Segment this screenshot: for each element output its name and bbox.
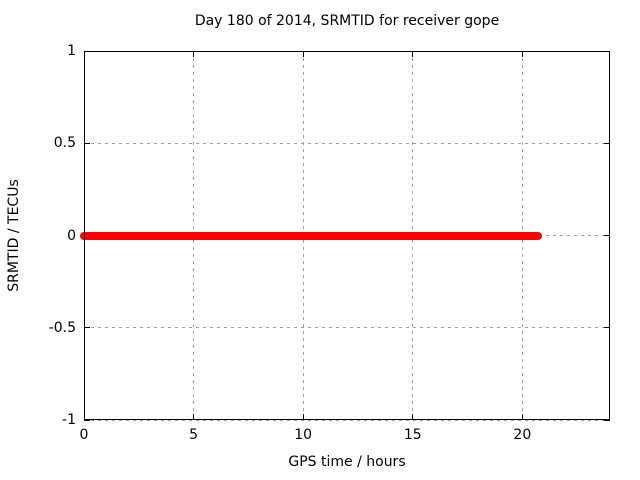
x-tick-label: 20 (513, 427, 532, 443)
x-tick-label: 0 (79, 427, 89, 443)
y-tick-label: 0 (67, 227, 76, 244)
y-tick-mark-left (84, 327, 90, 329)
x-tick-label: 10 (294, 427, 313, 443)
gridline-horizontal (84, 327, 610, 329)
y-tick-mark-right (604, 50, 610, 52)
chart-title: Day 180 of 2014, SRMTID for receiver gop… (194, 13, 500, 29)
gridline-horizontal (84, 419, 610, 421)
y-tick-label: -1 (62, 412, 76, 428)
y-axis-tick-labels: 1 0.5 0 -0.5 -1 (0, 43, 76, 428)
x-tick-label: 5 (189, 427, 199, 443)
x-tick-mark-bottom (193, 414, 195, 420)
series-line-srmtid (80, 231, 542, 240)
y-tick-label: 1 (67, 43, 76, 59)
y-tick-label: -0.5 (48, 319, 76, 336)
plot-area (80, 50, 610, 421)
x-tick-mark-top (521, 51, 523, 57)
x-tick-mark-top (83, 51, 85, 57)
x-tick-mark-top (412, 51, 414, 57)
y-tick-mark-right (604, 327, 610, 329)
y-tick-mark-right (604, 419, 610, 421)
y-tick-mark-left (84, 419, 90, 421)
y-tick-mark-left (84, 50, 90, 52)
x-tick-mark-bottom (412, 414, 414, 420)
y-tick-label: 0.5 (53, 135, 76, 152)
y-tick-mark-left (84, 142, 90, 144)
x-tick-mark-bottom (521, 414, 523, 420)
x-axis-tick-labels: 0 5 10 15 20 (80, 427, 610, 443)
y-tick-mark-right (604, 235, 610, 236)
x-tick-mark-top (193, 51, 195, 57)
gridline-horizontal (84, 142, 610, 144)
y-tick-mark-right (604, 142, 610, 144)
x-tick-mark-bottom (302, 414, 304, 420)
x-axis-label: GPS time / hours (288, 454, 406, 470)
x-tick-mark-top (302, 51, 304, 57)
x-tick-label: 15 (403, 427, 422, 443)
gridline-horizontal (84, 50, 610, 52)
